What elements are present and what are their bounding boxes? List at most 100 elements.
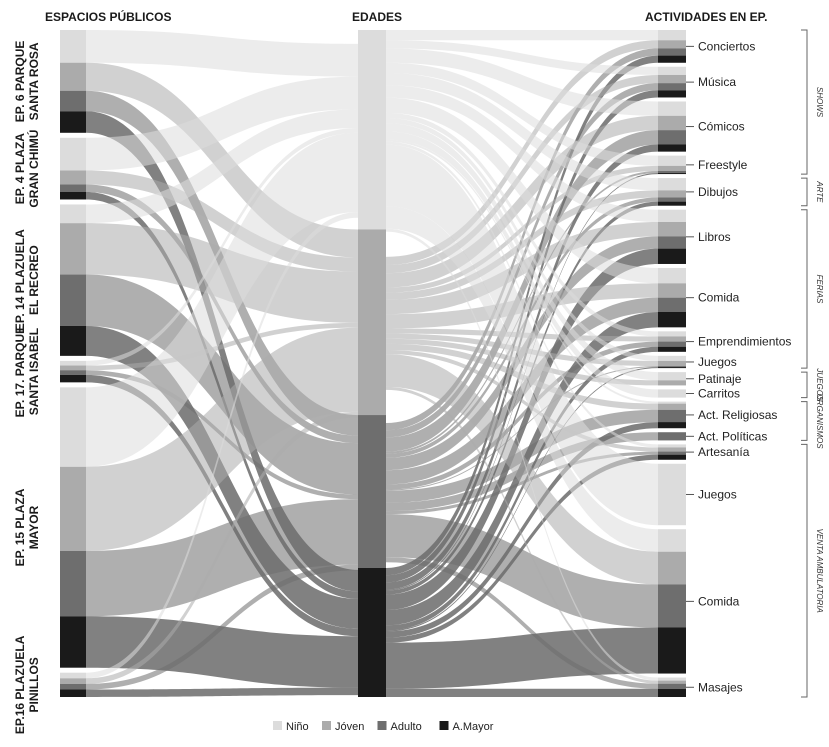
node-freestyle-adulto xyxy=(658,170,686,174)
right-node-label-freestyle: Freestyle xyxy=(698,158,748,172)
legend-label-nino: Niño xyxy=(286,721,309,733)
node-masajes-a-mayor xyxy=(658,688,686,697)
node-ep-17-parque-joven xyxy=(60,365,86,371)
right-node-label-masajes: Masajes xyxy=(698,680,743,694)
right-node-label-libros: Libros xyxy=(698,230,731,244)
age-node-a-mayor xyxy=(358,568,386,697)
right-node-label-juegos: Juegos xyxy=(698,355,737,369)
node-comida-adulto xyxy=(658,584,686,628)
node-libros-a-mayor xyxy=(658,248,686,264)
group-bracket-organismos xyxy=(801,401,808,441)
flow-ep-15-plaza-adulto xyxy=(86,499,358,617)
left-node-label-line1: EP. 14 PLAZUELA xyxy=(13,229,27,331)
node-artesania-adulto xyxy=(658,451,686,455)
flow-adulto-comida xyxy=(386,297,658,485)
right-node-label-musica: Música xyxy=(698,75,736,89)
flow-adulto-masajes xyxy=(386,557,658,689)
flow-ep-17-parque-joven xyxy=(86,322,358,371)
flow-a-mayor-emprendimientos xyxy=(386,346,658,631)
node-comicos-adulto xyxy=(658,130,686,145)
node-artesania-joven xyxy=(658,447,686,452)
legend-label-adulto: Adulto xyxy=(391,721,422,733)
left-node-label-line1: EP.16 PLAZUELA xyxy=(13,635,27,734)
left-node-label: EP. 17. PARQUESANTA ISABEL xyxy=(13,326,41,418)
header-left: ESPACIOS PÚBLICOS xyxy=(45,9,171,24)
left-node-label-line2: SANTA ISABEL xyxy=(27,328,41,415)
flow-joven-comida xyxy=(386,354,658,585)
flow-ep-6-parque-a-mayor xyxy=(86,111,358,592)
node-ep-16-plazuela-a-mayor xyxy=(60,689,86,697)
node-comida-nino xyxy=(658,267,686,284)
node-emprendimientos-a-mayor xyxy=(658,346,686,352)
flow-joven-masajes xyxy=(386,386,658,684)
node-libros-adulto xyxy=(658,236,686,249)
node-juegos-nino xyxy=(658,463,686,526)
node-dibujos-a-mayor xyxy=(658,201,686,206)
flow-a-mayor-masajes xyxy=(386,688,658,697)
flow-adulto-juegos xyxy=(386,366,658,491)
legend: Niño Jóven Adulto A.Mayor xyxy=(273,721,494,733)
legend-swatch-a-mayor xyxy=(439,721,449,730)
node-ep-17-parque-a-mayor xyxy=(60,374,86,383)
node-ep-6-parque-adulto xyxy=(60,90,86,112)
left-node-label: EP. 15 PLAZAMAYOR xyxy=(13,488,41,566)
header-middle: EDADES xyxy=(352,10,402,24)
flow-adulto-comida xyxy=(386,514,658,628)
flow-a-mayor-artesania xyxy=(386,454,658,643)
node-act-religiosas-nino xyxy=(658,401,686,404)
node-dibujos-nino xyxy=(658,178,686,191)
node-ep-17-parque-nino xyxy=(60,360,86,366)
right-node-label-act-religiosas: Act. Religiosas xyxy=(698,408,777,422)
node-ep-15-plaza-adulto xyxy=(60,550,86,617)
flow-ep-14-plazuela-nino xyxy=(86,109,358,224)
node-ep-14-plazuela-a-mayor xyxy=(60,325,86,356)
node-conciertos-joven xyxy=(658,40,686,49)
left-node-label-line1: EP. 15 PLAZA xyxy=(13,488,27,566)
flow-joven-dibujos xyxy=(386,190,658,300)
node-ep-6-parque-nino xyxy=(60,30,86,63)
node-carritos-nino xyxy=(658,389,686,398)
node-comicos-nino xyxy=(658,101,686,116)
node-ep-16-plazuela-joven xyxy=(60,678,86,684)
node-ep-15-plaza-joven xyxy=(60,466,86,551)
node-libros-joven xyxy=(658,221,686,237)
right-node-label-conciertos: Conciertos xyxy=(698,39,755,53)
flows-left-to-ages xyxy=(86,30,358,697)
group-label-shows: SHOWS xyxy=(815,87,824,118)
age-node-joven xyxy=(358,229,386,418)
node-ep-14-plazuela-joven xyxy=(60,223,86,275)
flow-nino-musica xyxy=(386,40,658,75)
node-musica-nino xyxy=(658,66,686,75)
legend-swatch-adulto xyxy=(377,721,387,730)
node-comicos-a-mayor xyxy=(658,144,686,152)
flow-nino-comicos xyxy=(386,48,658,116)
flow-ep-16-plazuela-adulto xyxy=(86,564,358,690)
left-node-label: EP. 14 PLAZUELAEL RECREO xyxy=(13,229,41,331)
node-ep-4-plaza-nino xyxy=(60,137,86,171)
flow-ep-6-parque-nino xyxy=(86,30,358,77)
left-node-label-line2: MAYOR xyxy=(27,505,41,549)
node-libros-nino xyxy=(658,209,686,222)
flow-ep-15-plaza-nino xyxy=(86,132,358,467)
flow-ep-15-plaza-joven xyxy=(86,327,358,551)
node-artesania-nino xyxy=(658,444,686,448)
node-patinaje-nino xyxy=(658,372,686,381)
flow-nino-emprendimientos xyxy=(386,112,658,337)
legend-swatch-joven xyxy=(322,721,331,730)
flow-joven-freestyle xyxy=(386,165,658,293)
node-musica-a-mayor xyxy=(658,90,686,98)
legend-label-a-mayor: A.Mayor xyxy=(453,721,494,733)
left-node-label-line2: PINILLOS xyxy=(27,657,41,712)
right-node-label-artesania: Artesanía xyxy=(698,445,750,459)
flows-ages-to-activities xyxy=(386,30,658,697)
node-conciertos-a-mayor xyxy=(658,55,686,63)
node-act-religiosas-a-mayor xyxy=(658,422,686,429)
flow-ep-17-parque-a-mayor xyxy=(86,374,358,637)
node-comida-a-mayor xyxy=(658,627,686,674)
node-patinaje-joven xyxy=(658,380,686,386)
node-ep-6-parque-a-mayor xyxy=(60,111,86,133)
flow-ep-4-plaza-joven xyxy=(86,170,358,272)
flow-nino-juegos xyxy=(386,144,658,526)
